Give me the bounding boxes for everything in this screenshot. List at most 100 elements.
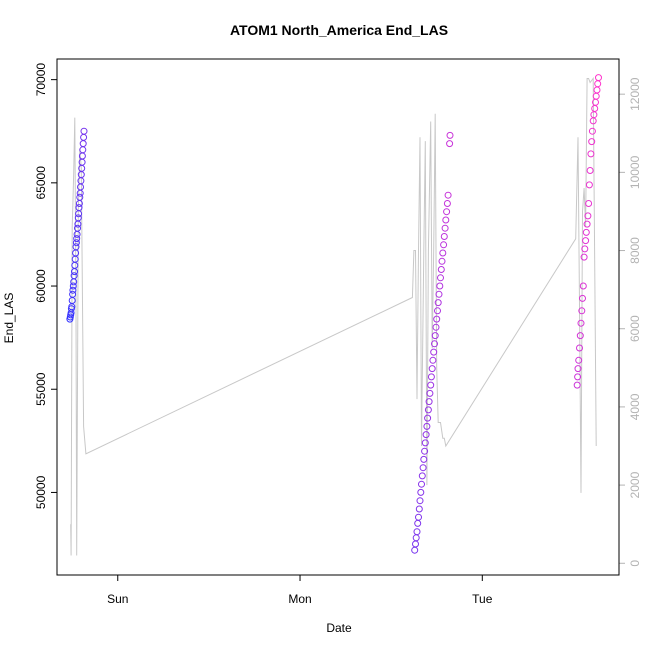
data-point <box>443 200 451 207</box>
data-point <box>72 243 80 251</box>
data-point <box>69 282 77 290</box>
data-point <box>438 257 446 265</box>
data-point <box>444 191 452 199</box>
data-point <box>579 282 587 290</box>
data-point <box>585 200 593 207</box>
data-point <box>577 319 585 327</box>
y2-tick-label: 0 <box>628 560 642 567</box>
data-point <box>72 239 80 247</box>
data-point <box>427 373 435 381</box>
data-point <box>420 455 428 463</box>
data-point <box>415 505 423 513</box>
data-point <box>73 235 81 243</box>
data-point <box>585 181 593 189</box>
y2-tick-label: 4000 <box>628 393 642 420</box>
y2-tick-label: 6000 <box>628 315 642 342</box>
line-series <box>70 77 597 556</box>
data-point <box>574 373 582 381</box>
data-point <box>431 340 438 348</box>
data-point <box>443 208 451 216</box>
data-point <box>424 406 432 414</box>
y-tick-label: 50000 <box>34 475 48 509</box>
data-point <box>437 274 444 282</box>
data-point <box>434 299 442 307</box>
data-point <box>419 464 427 472</box>
data-point <box>437 266 445 273</box>
y2-tick-label: 10000 <box>628 155 642 189</box>
data-point <box>418 480 425 488</box>
data-point <box>582 228 590 236</box>
data-point <box>586 167 594 174</box>
data-point <box>425 398 433 406</box>
data-point <box>574 365 582 373</box>
data-point <box>588 127 596 135</box>
data-point <box>423 422 431 430</box>
data-point <box>580 253 588 261</box>
y2-tick-label: 12000 <box>628 77 642 111</box>
data-point <box>595 74 602 82</box>
plot-area: Sun Mon Tue 50000 55000 60000 65000 70000 0 2000 4… <box>34 63 642 606</box>
data-point <box>575 356 583 364</box>
data-point <box>441 224 449 232</box>
data-point <box>417 488 425 496</box>
x-axis-label: Date <box>326 621 352 635</box>
data-point <box>69 290 77 298</box>
data-point <box>416 497 424 505</box>
data-point <box>587 150 595 158</box>
data-point <box>582 237 590 245</box>
data-point <box>74 214 82 222</box>
data-point <box>436 282 444 290</box>
data-point <box>578 307 586 315</box>
x-tick-label: Mon <box>288 592 311 606</box>
data-point <box>576 344 583 352</box>
data-point <box>422 431 430 439</box>
data-point <box>439 249 447 257</box>
y-tick-label: 55000 <box>34 372 48 406</box>
chart-title: ATOM1 North_America End_LAS <box>230 22 448 38</box>
data-point <box>424 414 432 422</box>
data-point <box>427 381 435 389</box>
data-point <box>428 365 436 373</box>
data-point <box>429 356 437 364</box>
data-point <box>433 315 441 323</box>
x-tick-label: Sun <box>107 592 128 606</box>
data-point <box>426 389 434 397</box>
data-point <box>584 212 592 220</box>
data-point <box>446 131 454 139</box>
y2-tick-label: 2000 <box>628 471 642 498</box>
data-point <box>442 216 450 224</box>
data-point <box>74 224 81 232</box>
data-point <box>70 272 78 280</box>
data-point <box>576 332 584 340</box>
y-axis-label: End_LAS <box>2 293 16 344</box>
data-point <box>421 439 429 447</box>
data-point <box>413 528 421 536</box>
data-point <box>432 323 440 331</box>
data-point <box>434 307 441 315</box>
data-point <box>435 290 443 298</box>
data-point <box>418 472 426 480</box>
data-point <box>581 245 589 253</box>
data-point <box>440 241 448 249</box>
y-tick-label: 70000 <box>34 63 48 97</box>
data-point <box>80 127 88 135</box>
plot-frame <box>56 58 620 576</box>
data-point <box>573 381 581 389</box>
data-point <box>76 193 84 201</box>
data-point <box>440 233 448 240</box>
y-tick-label: 60000 <box>34 269 48 303</box>
x-tick-label: Tue <box>472 592 493 606</box>
data-point <box>446 140 454 148</box>
data-point <box>430 348 438 356</box>
data-point <box>579 294 586 302</box>
data-point <box>431 332 439 340</box>
data-point <box>69 286 77 294</box>
y2-tick-label: 8000 <box>628 237 642 264</box>
y-tick-label: 65000 <box>34 166 48 200</box>
data-point <box>415 513 422 521</box>
data-point <box>75 204 83 212</box>
data-point <box>588 138 596 146</box>
data-point <box>421 447 429 455</box>
